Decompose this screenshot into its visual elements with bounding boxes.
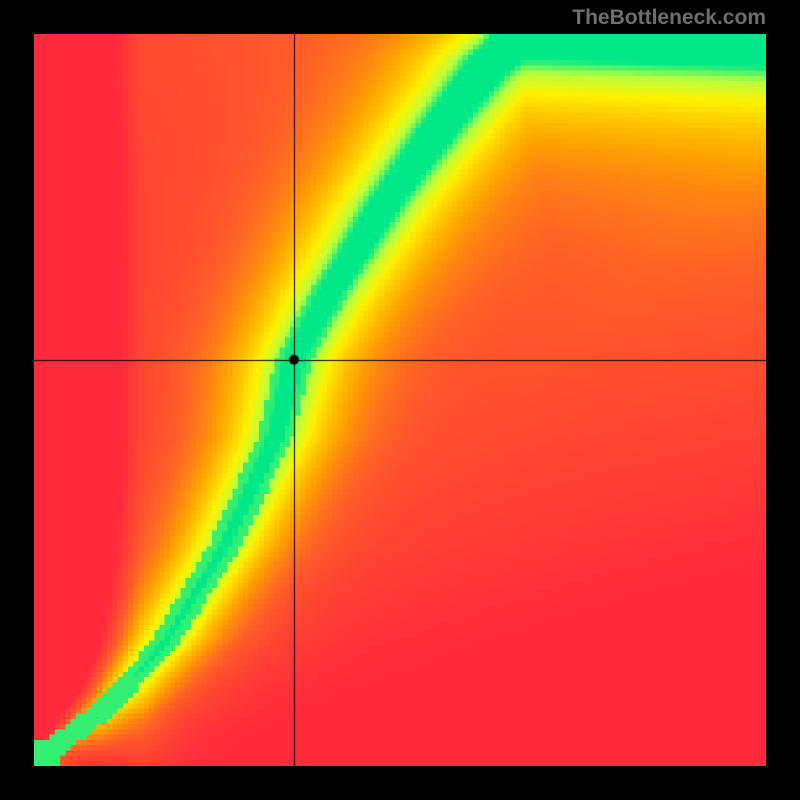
crosshair-overlay <box>34 34 766 766</box>
watermark-text: TheBottleneck.com <box>572 6 766 30</box>
chart-container: { "watermark": { "text": "TheBottleneck.… <box>0 0 800 800</box>
